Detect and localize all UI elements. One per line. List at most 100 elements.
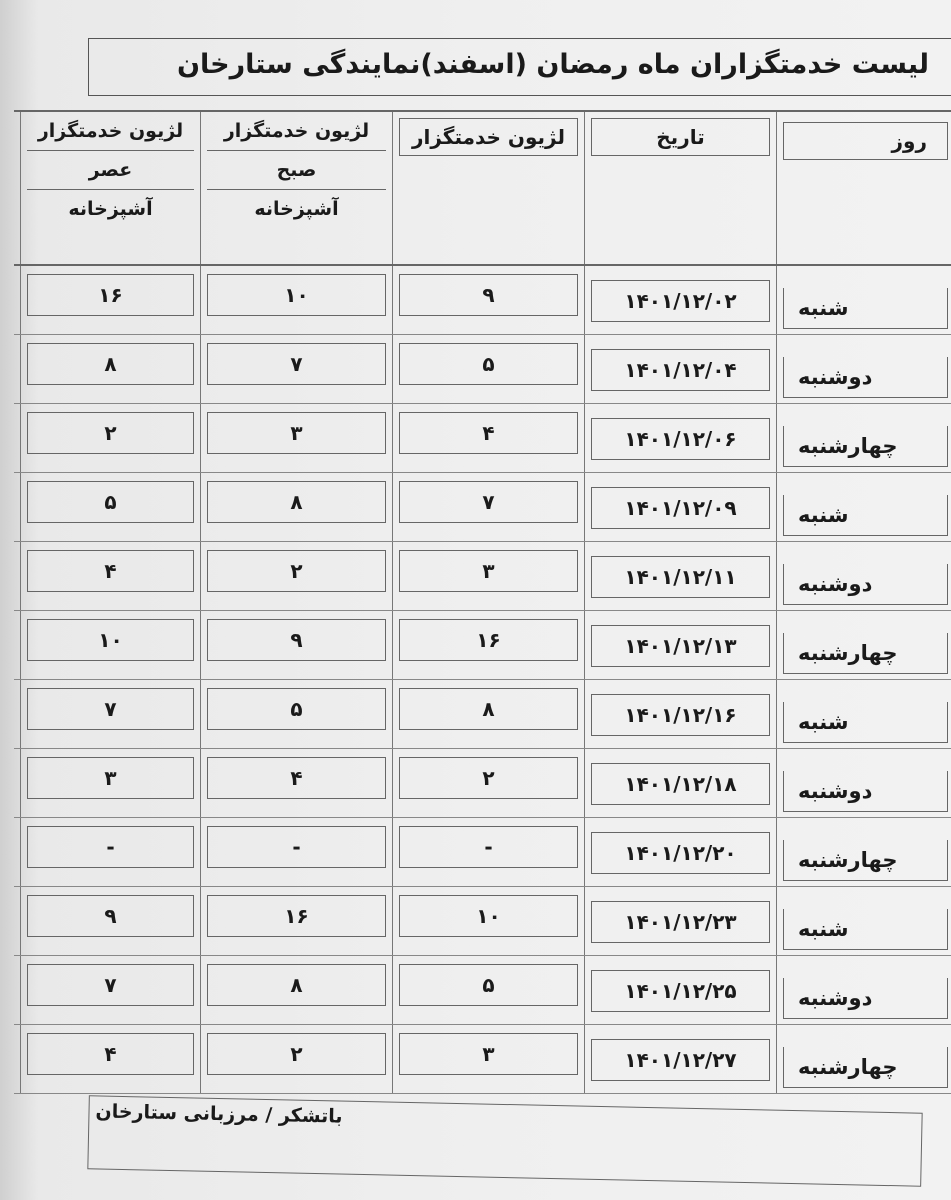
legion-value: -: [399, 826, 578, 868]
cell-evening: ۷: [20, 956, 200, 1024]
evening-value: ۵: [27, 481, 194, 523]
cell-evening: ۸: [20, 335, 200, 403]
date-value: ۱۴۰۱/۱۲/۱۳: [591, 625, 770, 667]
cell-date: ۱۴۰۱/۱۲/۲۳: [584, 887, 776, 955]
cell-morning: ۲: [200, 542, 392, 610]
cell-morning: ۳: [200, 404, 392, 472]
cell-day: دوشنبه: [776, 956, 951, 1024]
header-evening-kitchen: آشپزخانه: [68, 198, 153, 220]
evening-value: ۴: [27, 1033, 194, 1075]
evening-value: ۲: [27, 412, 194, 454]
header-date: تاریخ: [584, 112, 776, 264]
cell-evening: ۱۶: [20, 266, 200, 334]
evening-value: ۷: [27, 964, 194, 1006]
cell-day: چهارشنبه: [776, 404, 951, 472]
legion-value: ۱۶: [399, 619, 578, 661]
cell-day: شنبه: [776, 473, 951, 541]
evening-value: ۱۶: [27, 274, 194, 316]
header-morning-kitchen: آشپزخانه: [254, 198, 339, 220]
cell-morning: ۲: [200, 1025, 392, 1093]
cell-evening: -: [20, 818, 200, 886]
evening-value: ۴: [27, 550, 194, 592]
cell-date: ۱۴۰۱/۱۲/۲۷: [584, 1025, 776, 1093]
date-value: ۱۴۰۱/۱۲/۰۹: [591, 487, 770, 529]
date-value: ۱۴۰۱/۱۲/۱۱: [591, 556, 770, 598]
morning-value: ۱۶: [207, 895, 386, 937]
day-value: شنبه: [783, 702, 948, 743]
legion-value: ۳: [399, 1033, 578, 1075]
header-legion-label: لژیون خدمتگزار: [399, 118, 578, 156]
day-value: شنبه: [783, 909, 948, 950]
day-value: دوشنبه: [783, 978, 948, 1019]
table-row: شنبه ۱۴۰۱/۱۲/۰۹ ۷ ۸ ۵: [14, 473, 951, 542]
cell-date: ۱۴۰۱/۱۲/۰۹: [584, 473, 776, 541]
cell-evening: ۵: [20, 473, 200, 541]
header-evening-sub: عصر: [27, 151, 194, 190]
cell-date: ۱۴۰۱/۱۲/۱۳: [584, 611, 776, 679]
table-row: چهارشنبه ۱۴۰۱/۱۲/۰۶ ۴ ۳ ۲: [14, 404, 951, 473]
morning-value: ۲: [207, 550, 386, 592]
date-value: ۱۴۰۱/۱۲/۲۰: [591, 832, 770, 874]
cell-day: دوشنبه: [776, 542, 951, 610]
evening-value: ۷: [27, 688, 194, 730]
table-row: دوشنبه ۱۴۰۱/۱۲/۲۵ ۵ ۸ ۷: [14, 956, 951, 1025]
cell-day: شنبه: [776, 680, 951, 748]
date-value: ۱۴۰۱/۱۲/۰۲: [591, 280, 770, 322]
morning-value: ۲: [207, 1033, 386, 1075]
cell-legion: ۳: [392, 1025, 584, 1093]
cell-evening: ۳: [20, 749, 200, 817]
day-value: دوشنبه: [783, 564, 948, 605]
table-row: چهارشنبه ۱۴۰۱/۱۲/۲۷ ۳ ۲ ۴: [14, 1025, 951, 1094]
cell-legion: ۸: [392, 680, 584, 748]
date-value: ۱۴۰۱/۱۲/۲۵: [591, 970, 770, 1012]
cell-morning: ۷: [200, 335, 392, 403]
table-header: روز تاریخ لژیون خدمتگزار لژیون خدمتگزار …: [14, 110, 951, 266]
cell-morning: ۸: [200, 473, 392, 541]
cell-legion: ۳: [392, 542, 584, 610]
legion-value: ۲: [399, 757, 578, 799]
cell-legion: ۷: [392, 473, 584, 541]
cell-evening: ۷: [20, 680, 200, 748]
footer-box: باتشکر / مرزبانی ستارخان: [87, 1095, 923, 1187]
header-evening-label: لژیون خدمتگزار: [27, 112, 194, 151]
cell-day: شنبه: [776, 266, 951, 334]
morning-value: ۱۰: [207, 274, 386, 316]
date-value: ۱۴۰۱/۱۲/۰۴: [591, 349, 770, 391]
cell-date: ۱۴۰۱/۱۲/۰۶: [584, 404, 776, 472]
cell-day: شنبه: [776, 887, 951, 955]
legion-value: ۷: [399, 481, 578, 523]
cell-morning: ۱۰: [200, 266, 392, 334]
evening-value: ۳: [27, 757, 194, 799]
table-row: دوشنبه ۱۴۰۱/۱۲/۱۸ ۲ ۴ ۳: [14, 749, 951, 818]
legion-value: ۸: [399, 688, 578, 730]
date-value: ۱۴۰۱/۱۲/۰۶: [591, 418, 770, 460]
cell-morning: ۹: [200, 611, 392, 679]
cell-legion: -: [392, 818, 584, 886]
cell-evening: ۲: [20, 404, 200, 472]
legion-value: ۹: [399, 274, 578, 316]
cell-day: چهارشنبه: [776, 818, 951, 886]
morning-value: ۸: [207, 964, 386, 1006]
date-value: ۱۴۰۱/۱۲/۱۸: [591, 763, 770, 805]
cell-legion: ۱۰: [392, 887, 584, 955]
cell-evening: ۱۰: [20, 611, 200, 679]
cell-evening: ۴: [20, 542, 200, 610]
table-row: چهارشنبه ۱۴۰۱/۱۲/۲۰- - -: [14, 818, 951, 887]
cell-day: دوشنبه: [776, 335, 951, 403]
cell-legion: ۵: [392, 956, 584, 1024]
day-value: شنبه: [783, 495, 948, 536]
table-row: دوشنبه ۱۴۰۱/۱۲/۰۴ ۵ ۷ ۸: [14, 335, 951, 404]
header-evening: لژیون خدمتگزار عصر آشپزخانه: [20, 112, 200, 264]
cell-date: ۱۴۰۱/۱۲/۱۸: [584, 749, 776, 817]
table-row: چهارشنبه ۱۴۰۱/۱۲/۱۳ ۱۶ ۹ ۱۰: [14, 611, 951, 680]
evening-value: ۸: [27, 343, 194, 385]
morning-value: ۴: [207, 757, 386, 799]
cell-legion: ۴: [392, 404, 584, 472]
legion-value: ۵: [399, 343, 578, 385]
morning-value: ۹: [207, 619, 386, 661]
cell-day: چهارشنبه: [776, 1025, 951, 1093]
cell-evening: ۴: [20, 1025, 200, 1093]
cell-morning: ۸: [200, 956, 392, 1024]
day-value: شنبه: [783, 288, 948, 329]
table-row: شنبه ۱۴۰۱/۱۲/۱۶ ۸ ۵ ۷: [14, 680, 951, 749]
